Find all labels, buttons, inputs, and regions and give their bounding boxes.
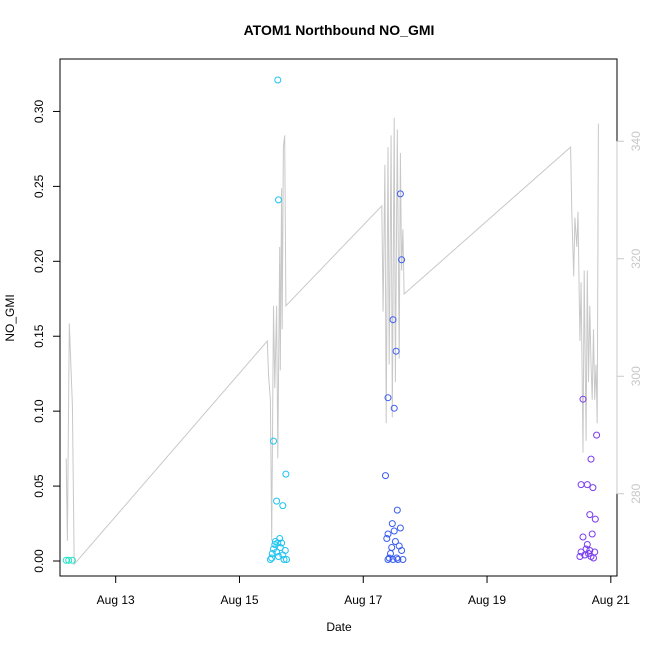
scatter-point	[390, 404, 398, 412]
scatter-point	[388, 544, 396, 551]
scatter-point	[577, 481, 585, 489]
scatter-point	[384, 394, 392, 402]
y-axis-label: NO_GMI	[3, 294, 17, 341]
scatter-point	[273, 548, 281, 556]
scatter-point	[276, 535, 284, 542]
scatter-point	[394, 556, 402, 563]
y-axis-right: 280 300 320 340	[616, 131, 643, 504]
scatter-point	[383, 535, 391, 542]
line-series-path	[65, 117, 599, 566]
scatter-point	[393, 506, 401, 514]
chart-title: ATOM1 Northbound NO_GMI	[244, 22, 435, 38]
scatter-point	[276, 544, 284, 551]
x-tick-label: Aug 15	[220, 593, 258, 607]
scatter-point	[279, 502, 287, 510]
scatter-point	[278, 539, 286, 547]
scatter-point	[396, 524, 404, 532]
x-axis: Aug 13 Aug 15 Aug 17 Aug 19 Aug 21	[97, 575, 630, 607]
x-tick-label: Aug 17	[344, 593, 382, 607]
scatter-point	[268, 550, 276, 557]
scatter-point	[593, 431, 601, 439]
scatter-point	[396, 190, 404, 198]
scatter-point	[384, 530, 392, 538]
plot-frame	[59, 58, 618, 577]
scatter-point	[399, 556, 407, 563]
scatter-point	[282, 470, 290, 478]
y2-tick-label: 280	[629, 483, 643, 503]
scatter-point	[391, 538, 399, 545]
x-axis-label: Date	[326, 620, 352, 634]
x-tick-label: Aug 19	[468, 593, 506, 607]
scatter-point	[398, 256, 406, 264]
scatter-point	[390, 527, 398, 535]
scatter-point	[266, 556, 274, 563]
scatter-point	[589, 484, 597, 492]
y2-tick-label: 320	[629, 248, 643, 268]
y2-tick-label: 340	[629, 131, 643, 151]
scatter-point	[273, 497, 281, 505]
scatter-points	[62, 76, 601, 564]
y-tick-label: 0.25	[32, 174, 46, 198]
scatter-point	[384, 556, 392, 563]
scatter-point	[579, 395, 587, 403]
y-axis-left: 0.00 0.05 0.10 0.15 0.20 0.25 0.30	[32, 99, 61, 573]
scatter-point	[588, 530, 596, 538]
y-tick-label: 0.10	[32, 399, 46, 423]
scatter-point	[270, 437, 277, 445]
scatter-point	[283, 556, 290, 563]
scatter-point	[393, 554, 401, 562]
scatter-point	[385, 554, 393, 562]
y-tick-label: 0.05	[32, 474, 46, 498]
scatter-point	[275, 196, 282, 204]
y-tick-label: 0.15	[32, 324, 46, 348]
scatter-point	[389, 556, 397, 563]
scatter-point	[579, 533, 587, 541]
line-series	[65, 117, 599, 566]
y-tick-label: 0.00	[32, 549, 46, 573]
scatter-point	[586, 511, 594, 519]
scatter-point	[65, 556, 73, 564]
scatter-point	[591, 515, 599, 523]
scatter-point	[389, 316, 397, 324]
scatter-point	[398, 547, 406, 554]
scatter-point	[392, 347, 400, 355]
scatter-point	[281, 547, 289, 554]
scatter-point	[275, 553, 282, 560]
scatter-point	[68, 556, 76, 564]
scatter-point	[587, 455, 595, 463]
y-tick-label: 0.30	[32, 99, 46, 123]
scatter-point	[268, 554, 276, 562]
scatter-point	[583, 481, 591, 489]
x-tick-label: Aug 21	[592, 593, 630, 607]
scatter-point	[576, 553, 584, 560]
x-tick-label: Aug 13	[97, 593, 135, 607]
y-tick-label: 0.20	[32, 249, 46, 273]
scatter-point	[583, 541, 591, 548]
scatter-point	[274, 76, 282, 84]
scatter-point	[388, 520, 396, 528]
scatter-point	[591, 548, 599, 556]
scatter-point	[280, 556, 288, 563]
scatter-point	[382, 472, 389, 480]
y2-tick-label: 300	[629, 366, 643, 386]
